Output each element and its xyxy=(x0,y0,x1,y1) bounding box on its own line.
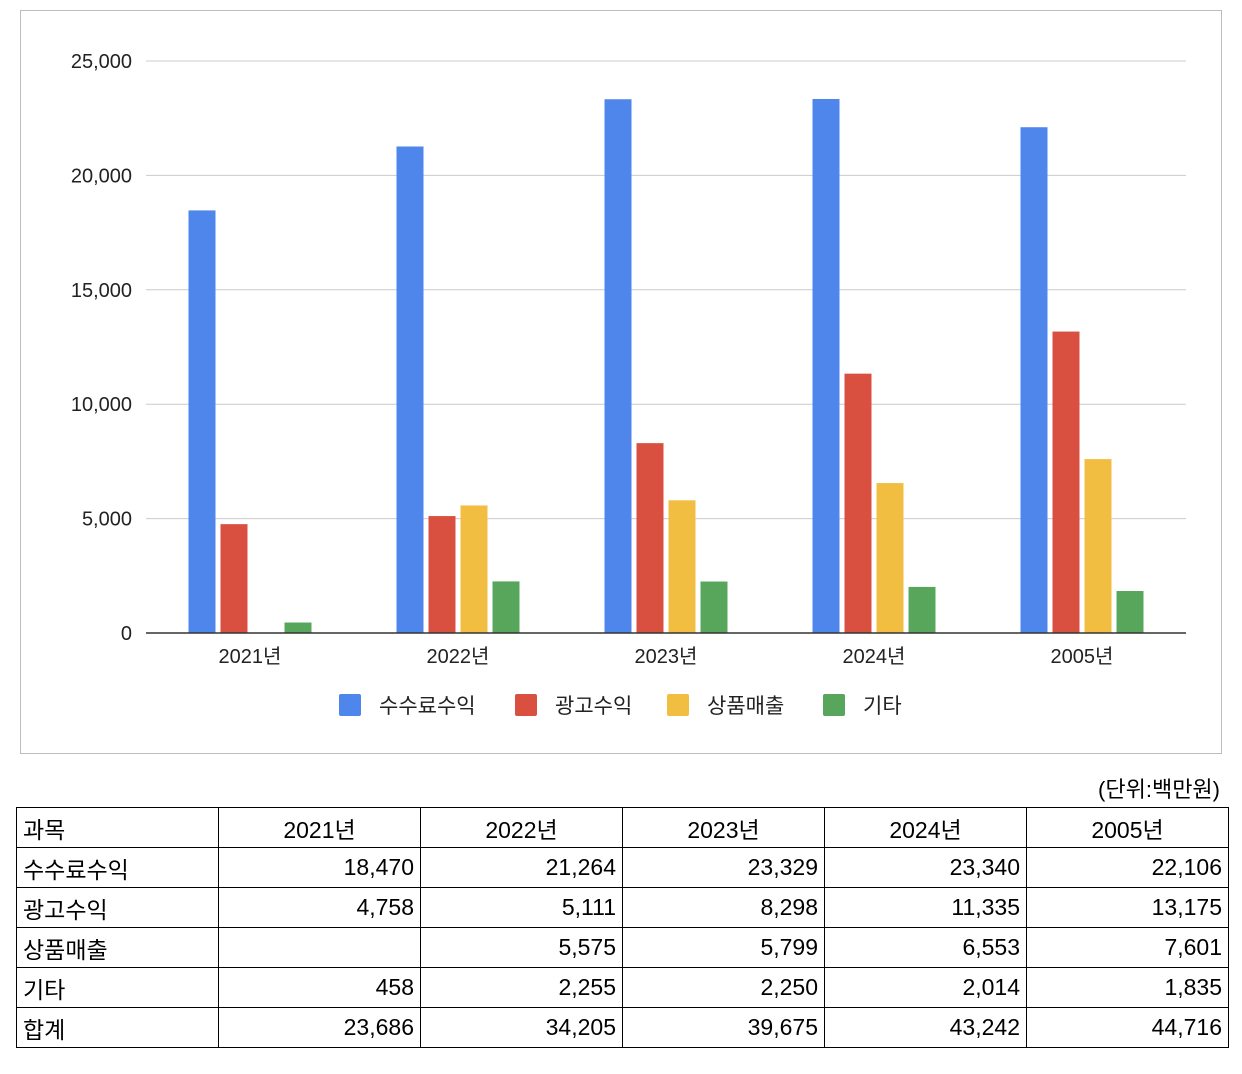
table-cell: 21,264 xyxy=(420,847,623,888)
bar xyxy=(700,581,728,633)
bar xyxy=(396,146,424,633)
table-cell: 광고수익 xyxy=(16,887,219,928)
y-tick-label: 15,000 xyxy=(71,280,132,302)
table-cell: 5,111 xyxy=(420,887,623,928)
bar xyxy=(284,622,312,633)
bar xyxy=(844,373,872,633)
table-header-row: 과목 2021년 2022년 2023년 2024년 2005년 xyxy=(16,807,1229,848)
bar xyxy=(492,581,520,633)
y-tick-label: 10,000 xyxy=(71,394,132,416)
table-cell: 7,601 xyxy=(1026,927,1229,968)
y-tick-label: 0 xyxy=(121,623,132,645)
table-cell: 상품매출 xyxy=(16,927,219,968)
table-cell: 13,175 xyxy=(1026,887,1229,928)
bar xyxy=(220,524,248,633)
legend-swatch xyxy=(667,694,689,716)
table-row: 기타 458 2,255 2,250 2,014 1,835 xyxy=(16,967,1229,1008)
y-tick-label: 20,000 xyxy=(71,165,132,187)
bar xyxy=(908,586,936,633)
table-cell: 23,686 xyxy=(218,1007,421,1048)
bar xyxy=(428,516,456,633)
legend-label: 기타 xyxy=(863,695,902,718)
table-cell: 23,329 xyxy=(622,847,825,888)
legend-label: 수수료수익 xyxy=(379,695,476,718)
table-cell: 458 xyxy=(218,967,421,1008)
bar xyxy=(1116,591,1144,633)
table-cell: 8,298 xyxy=(622,887,825,928)
table-cell xyxy=(218,927,421,968)
table-cell: 43,242 xyxy=(824,1007,1027,1048)
chart-container: 0 5,000 10,000 15,000 20,000 25,000 2021년 2022년… xyxy=(20,10,1222,754)
legend-swatch xyxy=(823,694,845,716)
bar xyxy=(1052,331,1080,633)
table-cell: 기타 xyxy=(16,967,219,1008)
bar xyxy=(604,99,632,633)
table-row: 합계 23,686 34,205 39,675 43,242 44,716 xyxy=(16,1007,1229,1048)
bar xyxy=(460,505,488,633)
table-cell: 2,014 xyxy=(824,967,1027,1008)
table-row: 상품매출 5,575 5,799 6,553 7,601 xyxy=(16,927,1229,968)
x-tick-label: 2023년 xyxy=(635,645,698,668)
bar xyxy=(1020,127,1048,633)
table-cell: 수수료수익 xyxy=(16,847,219,888)
unit-label: (단위:백만원) xyxy=(1098,777,1220,802)
table-cell: 44,716 xyxy=(1026,1007,1229,1048)
table-cell: 11,335 xyxy=(824,887,1027,928)
bar xyxy=(636,443,664,633)
table-cell: 합계 xyxy=(16,1007,219,1048)
x-tick-label: 2022년 xyxy=(427,645,490,668)
table-cell: 5,799 xyxy=(622,927,825,968)
table-cell: 6,553 xyxy=(824,927,1027,968)
table-row: 광고수익 4,758 5,111 8,298 11,335 13,175 xyxy=(16,887,1229,928)
legend-swatch xyxy=(515,694,537,716)
table-header-cell: 과목 xyxy=(16,807,219,848)
table-header-cell: 2022년 xyxy=(420,807,623,848)
bar xyxy=(1084,459,1112,633)
legend-label: 광고수익 xyxy=(555,695,632,718)
table-cell: 2,255 xyxy=(420,967,623,1008)
bar xyxy=(876,483,904,633)
table-cell: 34,205 xyxy=(420,1007,623,1048)
table-cell: 22,106 xyxy=(1026,847,1229,888)
x-tick-label: 2024년 xyxy=(843,645,906,668)
table-header-cell: 2024년 xyxy=(824,807,1027,848)
y-tick-label: 5,000 xyxy=(82,509,132,531)
table-header-cell: 2021년 xyxy=(218,807,421,848)
table-cell: 39,675 xyxy=(622,1007,825,1048)
table-cell: 1,835 xyxy=(1026,967,1229,1008)
legend-swatch xyxy=(339,694,361,716)
bar-chart: 0 5,000 10,000 15,000 20,000 25,000 2021년 2022년… xyxy=(71,51,1186,718)
table-cell: 2,250 xyxy=(622,967,825,1008)
bar xyxy=(188,210,216,633)
legend-label: 상품매출 xyxy=(707,695,784,718)
x-tick-label: 2005년 xyxy=(1051,645,1114,668)
table-cell: 23,340 xyxy=(824,847,1027,888)
table-cell: 5,575 xyxy=(420,927,623,968)
table-header-cell: 2023년 xyxy=(622,807,825,848)
bar xyxy=(812,98,840,634)
x-tick-label: 2021년 xyxy=(219,645,282,668)
data-table: 과목 2021년 2022년 2023년 2024년 2005년 수수료수익 1… xyxy=(16,807,1229,1048)
table-header-cell: 2005년 xyxy=(1026,807,1229,848)
table-cell: 18,470 xyxy=(218,847,421,888)
table-cell: 4,758 xyxy=(218,887,421,928)
y-tick-label: 25,000 xyxy=(71,51,132,73)
table-row: 수수료수익 18,470 21,264 23,329 23,340 22,106 xyxy=(16,847,1229,888)
bar xyxy=(668,500,696,633)
